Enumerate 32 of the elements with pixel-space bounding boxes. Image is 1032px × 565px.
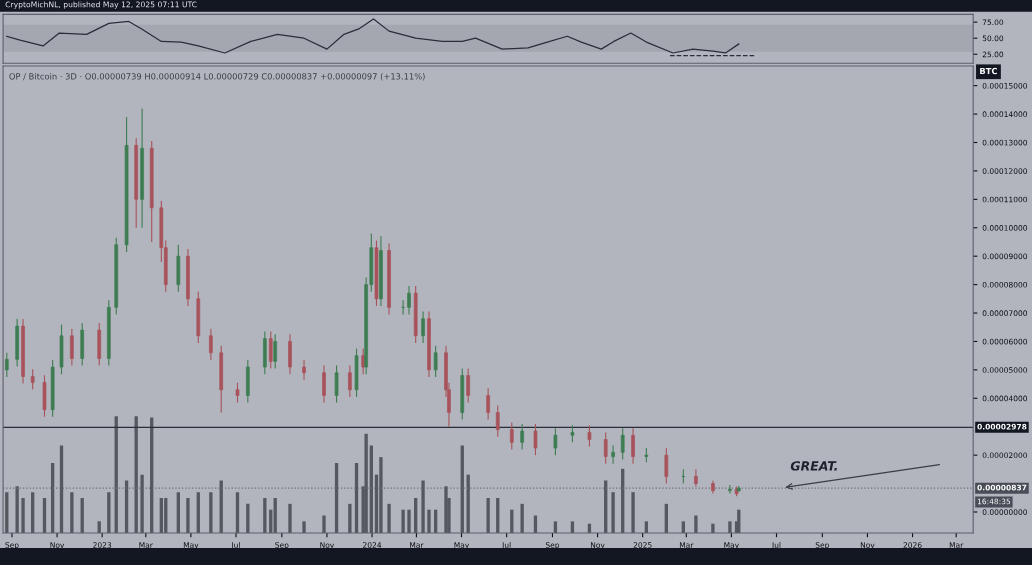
candlestick: [268, 330, 273, 370]
candlestick: [209, 328, 213, 361]
candlestick: [611, 444, 615, 465]
candlestick: [486, 387, 490, 421]
candlestick: [728, 484, 732, 495]
candlestick: [664, 447, 669, 485]
candlestick: [631, 427, 635, 465]
candlestick: [603, 431, 608, 465]
candlestick: [421, 311, 425, 344]
candlestick: [509, 421, 514, 451]
candlestick: [553, 427, 558, 456]
candlestick: [520, 423, 524, 451]
candlestick: [334, 365, 339, 404]
candlestick: [302, 359, 306, 381]
candlestick: [495, 404, 500, 438]
candlestick: [533, 423, 538, 456]
candlestick: [4, 352, 9, 378]
candlestick: [70, 328, 74, 367]
candlestick: [348, 365, 352, 398]
candlestick: [273, 333, 278, 370]
candlestick: [433, 345, 438, 378]
candlestick: [694, 468, 698, 487]
candlestick: [466, 367, 470, 404]
candlestick: [587, 424, 592, 448]
candlestick: [235, 382, 240, 404]
text: OP / Bitcoin · 3D · O0.00000739 H0.00000914 L0.00000729 C0.00000837 +0.00000097 (+13.11%): [9, 73, 425, 81]
candlestick: [620, 427, 625, 460]
text: BTC: [980, 67, 997, 75]
candlestick: [30, 368, 35, 391]
annotation: GREAT.: [790, 461, 837, 471]
candlestick: [322, 365, 326, 404]
candlestick: [407, 285, 411, 316]
